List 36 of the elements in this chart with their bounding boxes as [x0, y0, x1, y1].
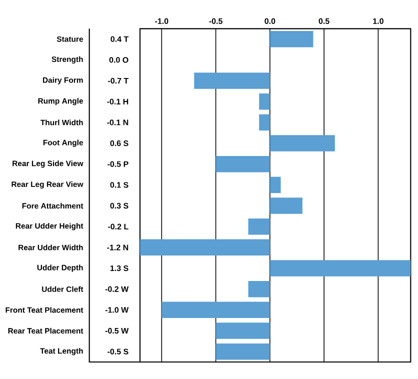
- data-label: -0.5 P: [108, 161, 128, 167]
- data-label: -1.0 W: [105, 307, 129, 313]
- data-label: -0.5 S: [108, 348, 128, 354]
- bar: [270, 260, 411, 276]
- bar: [270, 198, 302, 214]
- data-label: -0.2 W: [105, 286, 129, 292]
- bar: [259, 93, 270, 110]
- data-label: -0.5 W: [105, 328, 129, 334]
- data-label: -0.1 H: [107, 98, 128, 104]
- bar: [270, 30, 314, 48]
- data-label: 0.1 S: [110, 182, 128, 188]
- x-tick-label: 0.0: [264, 18, 276, 24]
- bar: [270, 135, 335, 152]
- x-tick-label: -0.5: [209, 18, 222, 24]
- bar: [259, 114, 270, 131]
- bar: [270, 176, 281, 194]
- bar: [162, 302, 270, 318]
- bar: [216, 343, 270, 360]
- data-label: -1.2 N: [107, 244, 128, 250]
- bar: [140, 239, 270, 256]
- data-label: -0.1 N: [107, 120, 128, 126]
- data-label: -0.7 T: [108, 78, 129, 84]
- data-label: 0.6 S: [110, 140, 128, 146]
- bar: [216, 156, 270, 172]
- bar: [194, 72, 270, 89]
- x-tick-label: 1.0: [373, 18, 384, 24]
- data-label: 0.4 T: [110, 36, 129, 42]
- x-tick-label: -1.0: [155, 18, 168, 24]
- bar: [216, 322, 270, 339]
- data-label: 0.0 O: [109, 57, 128, 63]
- bar: [248, 280, 270, 298]
- data-label: 0.3 S: [110, 202, 128, 209]
- data-label: 1.3 S: [110, 265, 128, 272]
- data-label: -0.2 L: [108, 224, 128, 230]
- x-tick-label: 0.5: [318, 18, 330, 24]
- bar: [248, 218, 270, 235]
